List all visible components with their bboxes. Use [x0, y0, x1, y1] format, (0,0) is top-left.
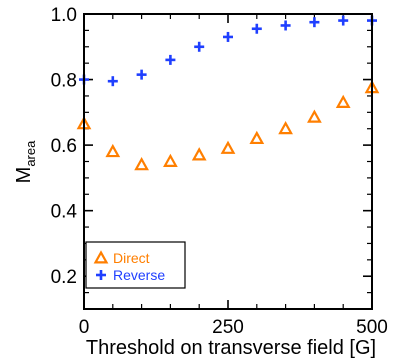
data-point-direct — [249, 130, 265, 145]
data-point-reverse — [251, 23, 262, 34]
data-point-reverse — [165, 54, 176, 65]
data-point-direct — [220, 140, 236, 154]
legend-label-reverse: Reverse — [113, 267, 165, 283]
x-axis-title: Threshold on transverse field [G] — [86, 337, 376, 359]
tick-labels: 0.2 0.4 0.6 0.8 1.0 0 250 500 — [51, 5, 388, 338]
data-point-reverse — [309, 17, 320, 28]
svg-text:Marea: Marea — [13, 140, 38, 183]
y-tick-label: 0.6 — [51, 136, 77, 157]
data-point-direct — [191, 147, 207, 161]
x-tick-label: 500 — [356, 317, 388, 338]
legend-marker-reverse — [96, 270, 106, 280]
plot-frame — [83, 13, 373, 310]
data-point-reverse — [136, 69, 147, 80]
data-point-reverse — [223, 31, 233, 42]
data-point-direct — [307, 109, 322, 123]
legend-plus-icon — [96, 270, 106, 280]
legend: Direct Reverse — [85, 241, 186, 289]
data-point-reverse — [280, 20, 291, 31]
data-points — [76, 15, 380, 171]
x-tick-label: 0 — [79, 317, 90, 338]
y-axis-title-main: M — [13, 167, 35, 184]
y-tick-label: 1.0 — [51, 5, 77, 26]
data-point-direct — [335, 94, 351, 109]
y-tick-label: 0.2 — [51, 267, 77, 288]
legend-label-direct: Direct — [113, 250, 150, 266]
y-tick-label: 0.8 — [51, 71, 77, 92]
data-point-reverse — [194, 41, 205, 52]
y-tick-label: 0.4 — [51, 202, 78, 223]
x-tick-label: 250 — [212, 317, 244, 338]
legend-marker-direct — [93, 250, 109, 264]
data-point-direct — [163, 153, 178, 167]
data-point-reverse — [107, 76, 118, 87]
data-point-reverse — [338, 15, 349, 26]
data-point-direct — [134, 157, 149, 171]
data-point-direct — [278, 120, 293, 135]
legend-box — [85, 241, 186, 289]
legend-triangle-icon — [93, 250, 109, 264]
y-axis-title-sub: area — [23, 140, 38, 167]
y-axis-title: Marea — [13, 140, 38, 183]
data-point-direct — [105, 143, 121, 158]
